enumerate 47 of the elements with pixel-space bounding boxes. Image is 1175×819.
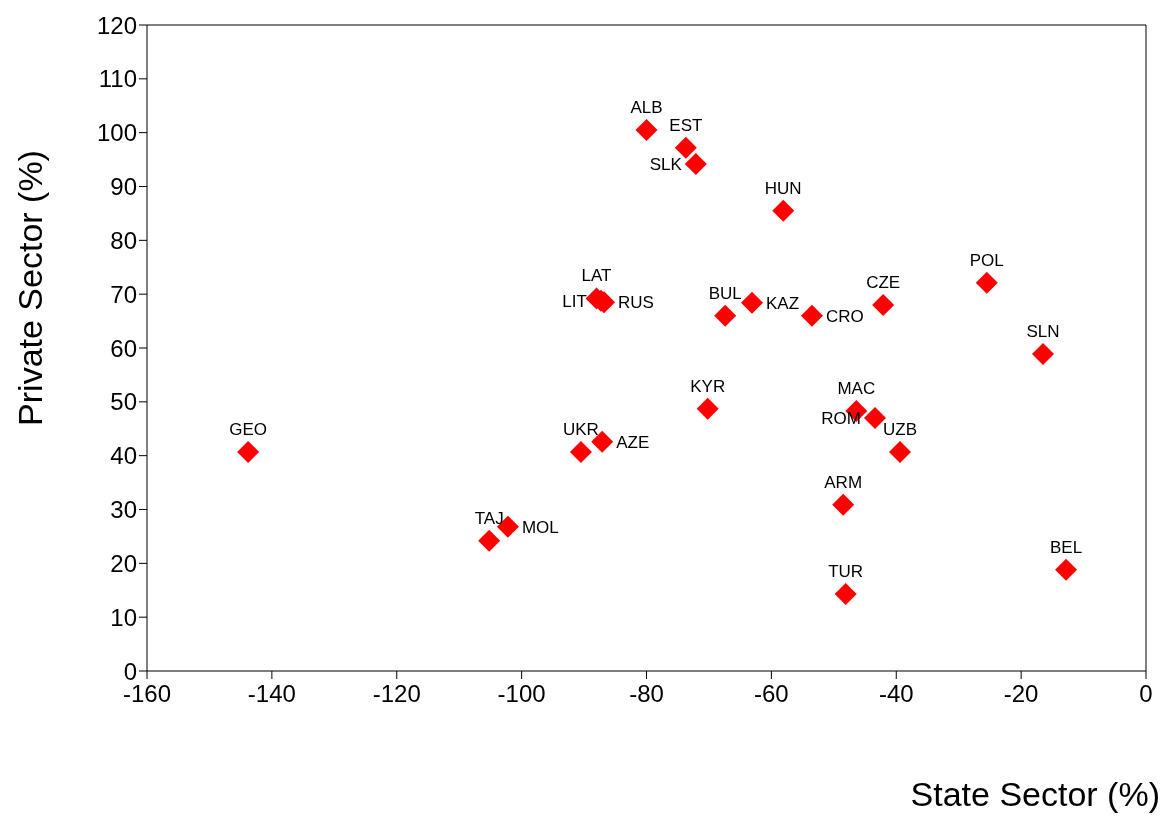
annotation: ROM (821, 408, 862, 428)
x-axis-title: State Sector (%) (910, 775, 1160, 813)
annotation: AZE (616, 432, 650, 452)
annotation: TAJ (474, 508, 504, 528)
annotation: ARM (824, 472, 863, 492)
annotation: LAT (581, 266, 612, 286)
x-tick-label: -80 (629, 680, 664, 708)
annotation: POL (969, 250, 1004, 270)
annotation: GEO (229, 419, 268, 439)
annotation: BEL (1050, 537, 1083, 557)
annotation: TUR (828, 562, 864, 582)
annotation: KYR (690, 376, 726, 396)
annotation: HUN (764, 178, 802, 198)
x-tick-label: -140 (247, 680, 296, 708)
annotation: MOL (521, 517, 559, 537)
annotation: BUL (708, 283, 742, 303)
y-tick-label: 60 (110, 334, 137, 362)
y-tick-label: 70 (110, 280, 137, 308)
y-tick-label: 50 (110, 388, 137, 416)
y-tick-label: 80 (110, 226, 137, 254)
y-tick-label: 10 (110, 603, 137, 631)
y-tick-label: 40 (110, 442, 137, 470)
annotation: MAC (837, 378, 876, 398)
x-tick-label: -60 (754, 680, 789, 708)
x-tick-label: -100 (497, 680, 546, 708)
y-tick-label: 90 (110, 173, 137, 201)
annotation: KAZ (766, 293, 800, 313)
y-tick-label: 120 (96, 11, 137, 39)
y-tick-label: 20 (110, 549, 137, 577)
y-axis-title: Private Sector (%) (11, 150, 49, 426)
annotation: UZB (883, 419, 917, 439)
y-tick-label: 100 (96, 119, 137, 147)
annotation: EST (669, 115, 703, 135)
y-tick-label: 110 (98, 65, 137, 93)
annotation: CRO (825, 306, 864, 326)
annotation: CZE (866, 272, 901, 292)
annotation: UKR (562, 419, 599, 439)
x-tick-label: -20 (1003, 680, 1039, 708)
annotation: LIT (562, 291, 587, 311)
x-tick-label: -40 (878, 680, 914, 708)
x-tick-label: 0 (1139, 680, 1153, 708)
annotation: SLK (649, 154, 683, 174)
x-tick-label: -120 (372, 680, 421, 708)
annotation: RUS (618, 293, 654, 313)
annotation: ALB (630, 97, 663, 117)
y-tick-label: 30 (110, 496, 137, 524)
annotation: SLN (1026, 321, 1060, 341)
